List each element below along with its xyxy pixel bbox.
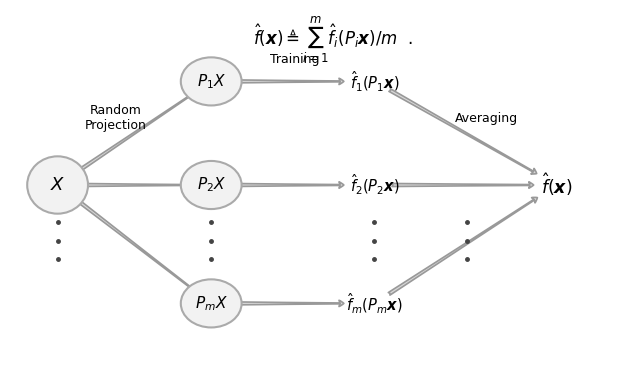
Ellipse shape [27,156,88,214]
Text: Random
Projection: Random Projection [84,104,146,132]
Text: $P_mX$: $P_mX$ [195,294,228,313]
Text: Averaging: Averaging [455,112,518,125]
Ellipse shape [180,161,242,209]
Text: $\hat{f}_m(P_m\boldsymbol{x})$: $\hat{f}_m(P_m\boldsymbol{x})$ [346,291,403,316]
Text: $\hat{f}_2(P_2\boldsymbol{x})$: $\hat{f}_2(P_2\boldsymbol{x})$ [349,173,399,197]
Text: $\hat{f}(\boldsymbol{x}) \triangleq \sum_{i=1}^{m} \hat{f}_i(P_i\boldsymbol{x})/: $\hat{f}(\boldsymbol{x}) \triangleq \sum… [253,15,413,65]
Text: $P_2X$: $P_2X$ [196,176,226,194]
Text: $P_1X$: $P_1X$ [196,72,226,91]
Ellipse shape [180,57,242,105]
Text: Training: Training [269,53,319,66]
Text: $\hat{f}(\boldsymbol{x})$: $\hat{f}(\boldsymbol{x})$ [541,172,573,198]
Text: $X$: $X$ [50,176,65,194]
Ellipse shape [180,279,242,327]
Text: $\hat{f}_1(P_1\boldsymbol{x})$: $\hat{f}_1(P_1\boldsymbol{x})$ [349,69,399,94]
